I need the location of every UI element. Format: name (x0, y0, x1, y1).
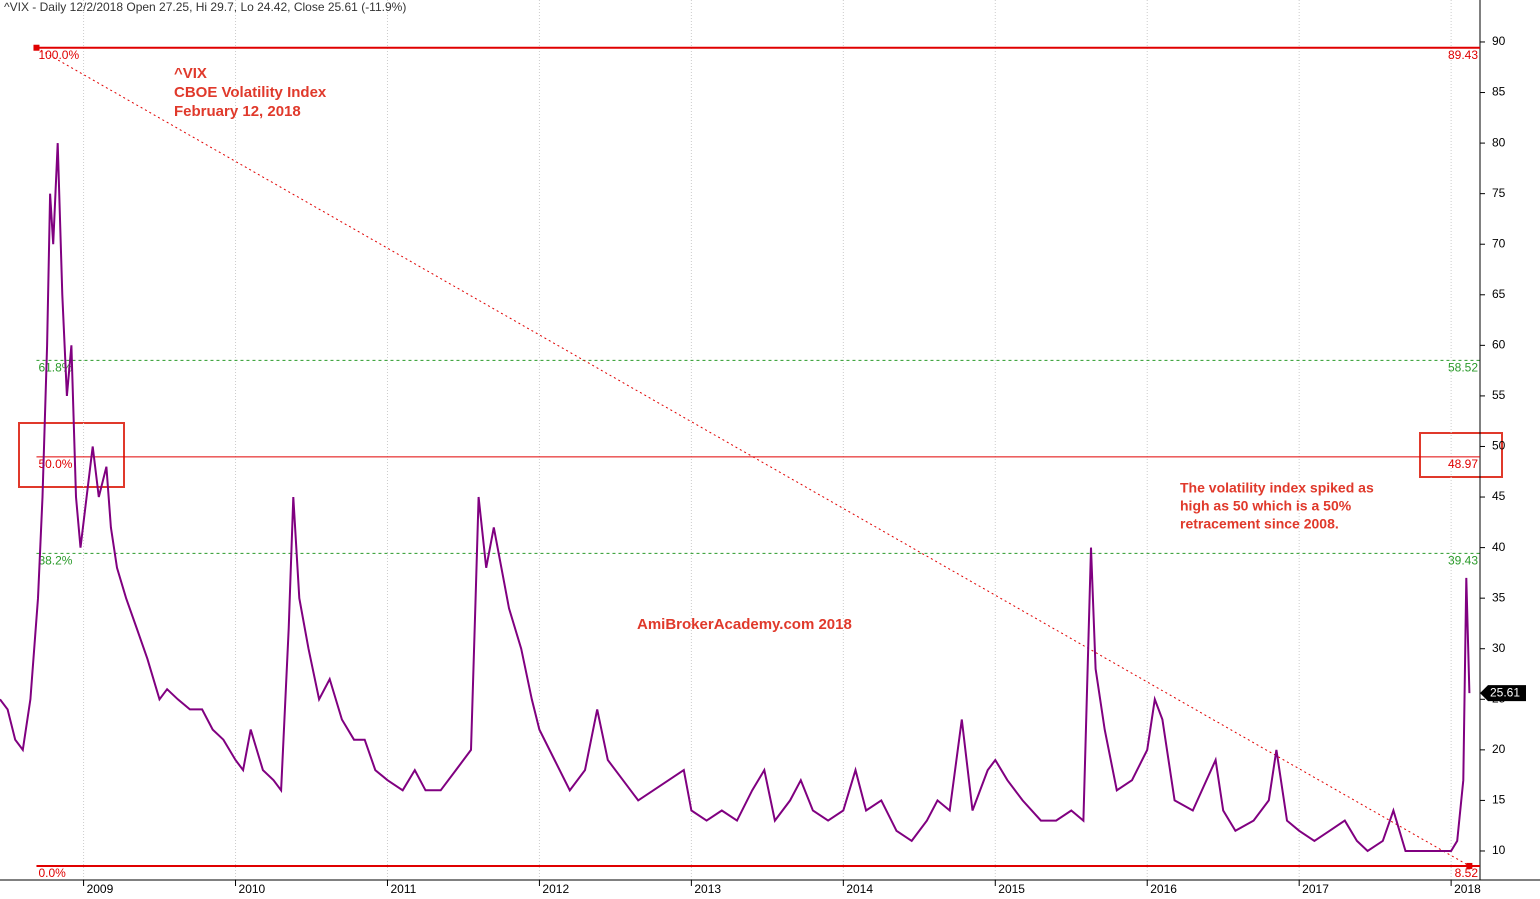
x-tick-label: 2016 (1150, 882, 1177, 896)
price-line (0, 143, 1471, 853)
highlight-box (1419, 432, 1503, 478)
y-tick-label: 75 (1492, 186, 1506, 200)
annotation-note: high as 50 which is a 50% (1180, 498, 1352, 514)
fib-value-label: 58.52 (1448, 360, 1478, 374)
annotation-title: CBOE Volatility Index (174, 84, 327, 101)
fib-anchor (33, 44, 40, 51)
x-tick-label: 2013 (694, 882, 721, 896)
y-tick-label: 20 (1492, 742, 1506, 756)
fib-value-label: 39.43 (1448, 554, 1478, 568)
y-tick-label: 80 (1492, 135, 1506, 149)
fib-percent-label: 61.8% (38, 360, 72, 374)
chart-header: ^VIX - Daily 12/2/2018 Open 27.25, Hi 29… (4, 0, 406, 14)
last-price-box (1480, 685, 1526, 702)
y-tick-label: 50 (1492, 439, 1506, 453)
y-tick-label: 45 (1492, 489, 1506, 503)
highlight-box (18, 422, 125, 488)
fib-value-label: 8.52 (1455, 866, 1479, 880)
y-tick-label: 65 (1492, 287, 1506, 301)
x-tick-label: 2010 (239, 882, 266, 896)
fib-percent-label: 38.2% (38, 554, 72, 568)
x-tick-label: 2014 (846, 882, 873, 896)
y-tick-label: 10 (1492, 843, 1506, 857)
y-tick-label: 55 (1492, 388, 1506, 402)
y-tick-label: 15 (1492, 793, 1506, 807)
annotation-note: The volatility index spiked as (1180, 480, 1374, 496)
fib-percent-label: 100.0% (38, 48, 79, 62)
x-tick-label: 2009 (87, 882, 114, 896)
y-tick-label: 70 (1492, 236, 1506, 250)
y-tick-label: 60 (1492, 338, 1506, 352)
fib-anchor (1466, 862, 1473, 869)
x-tick-label: 2015 (998, 882, 1025, 896)
y-tick-label: 35 (1492, 590, 1506, 604)
annotation-title: ^VIX (174, 65, 207, 82)
watermark: AmiBrokerAcademy.com 2018 (637, 616, 852, 633)
y-tick-label: 30 (1492, 641, 1506, 655)
last-price-label: 25.61 (1490, 685, 1520, 699)
y-tick-label: 85 (1492, 85, 1506, 99)
x-tick-label: 2017 (1302, 882, 1329, 896)
fib-percent-label: 50.0% (38, 457, 72, 471)
x-tick-label: 2011 (390, 882, 416, 896)
annotation-title: February 12, 2018 (174, 103, 301, 120)
annotation-note: retracement since 2008. (1180, 516, 1339, 532)
y-tick-label: 40 (1492, 540, 1506, 554)
fib-value-label: 89.43 (1448, 48, 1478, 62)
fib-percent-label: 0.0% (38, 866, 66, 880)
fib-value-label: 48.97 (1448, 457, 1478, 471)
x-tick-label: 2018 (1454, 882, 1481, 896)
x-tick-label: 2012 (542, 882, 569, 896)
trend-line (36, 47, 1470, 867)
y-tick-label: 90 (1492, 34, 1506, 48)
